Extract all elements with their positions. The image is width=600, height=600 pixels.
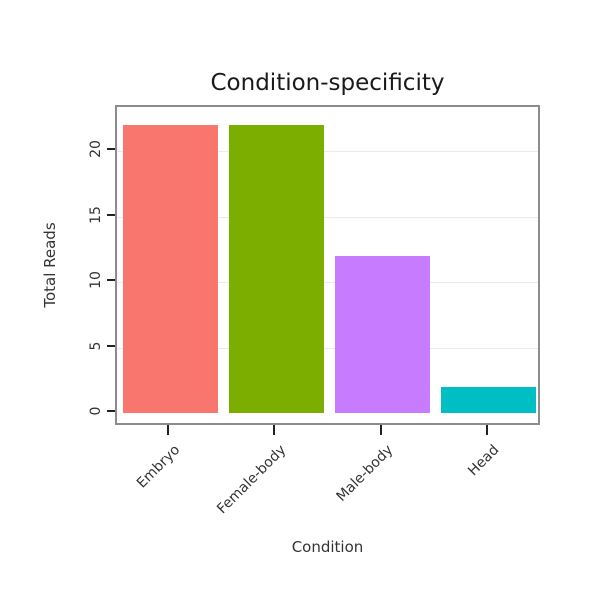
x-tick-embryo: [167, 425, 170, 435]
bar-head: [441, 386, 537, 413]
gridline-y-5: [117, 347, 538, 349]
x-tick-head: [485, 425, 488, 435]
x-tick-female-body: [273, 425, 276, 435]
gridline-y-15: [117, 216, 538, 218]
x-tick-label-head: Head: [464, 442, 503, 480]
x-tick-male-body: [379, 425, 382, 435]
x-tick-label-embryo: Embryo: [133, 442, 184, 492]
y-tick-0: [107, 410, 115, 412]
gridline-y-10: [117, 282, 538, 283]
x-tick-label-female-body: Female-body: [214, 442, 290, 518]
y-tick-label-5: 5: [88, 341, 104, 350]
y-tick-15: [107, 213, 115, 216]
gridline-y-20: [117, 151, 538, 152]
y-tick-10: [107, 279, 115, 281]
y-tick-label-0: 0: [88, 406, 104, 416]
x-axis-label: Condition: [291, 538, 364, 556]
bar-embryo: [122, 124, 218, 413]
bar-female-body: [228, 124, 324, 413]
y-tick-label-20: 20: [88, 140, 104, 158]
y-axis-label: Total Reads: [41, 222, 59, 308]
y-tick-label-10: 10: [88, 271, 104, 289]
bar-male-body: [335, 255, 431, 413]
y-tick-5: [107, 344, 115, 347]
x-tick-label-male-body: Male-body: [333, 442, 396, 505]
y-tick-20: [107, 148, 115, 150]
y-tick-label-15: 15: [88, 205, 104, 224]
chart-title: Condition-specificity: [210, 70, 445, 96]
plot-panel: [115, 105, 540, 425]
